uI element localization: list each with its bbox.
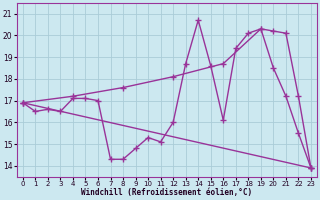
X-axis label: Windchill (Refroidissement éolien,°C): Windchill (Refroidissement éolien,°C)	[81, 188, 252, 197]
